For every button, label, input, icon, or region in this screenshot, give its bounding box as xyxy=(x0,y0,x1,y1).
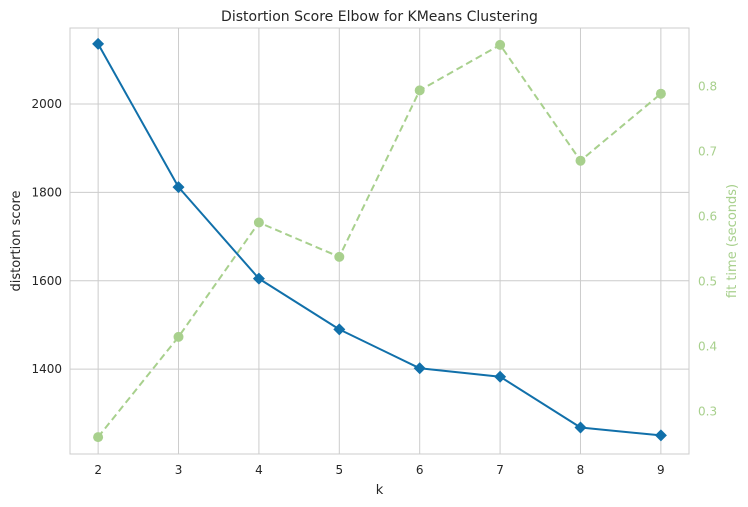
series-layer xyxy=(92,37,667,443)
plot-area xyxy=(69,27,690,455)
y-axis-title: distortion score xyxy=(9,191,24,292)
x-tick-label: 6 xyxy=(416,463,424,477)
y2-tick-label: 0.3 xyxy=(698,405,717,419)
distortion-point xyxy=(654,429,667,442)
distortion-point xyxy=(494,370,507,383)
distortion-point xyxy=(172,181,185,194)
fit-time-point xyxy=(93,432,104,443)
x-tick-label: 4 xyxy=(255,463,263,477)
distortion-point xyxy=(252,272,265,285)
fit-time-point xyxy=(253,217,264,228)
distortion-point xyxy=(574,421,587,434)
x-tick-label: 5 xyxy=(335,463,343,477)
y-tick-label: 1400 xyxy=(31,362,62,376)
x-tick-label: 3 xyxy=(175,463,183,477)
fit-time-point xyxy=(495,39,506,50)
fit-time-point xyxy=(334,251,345,262)
x-tick-label: 2 xyxy=(94,463,102,477)
fit-time-point xyxy=(655,88,666,99)
x-tick-label: 8 xyxy=(577,463,585,477)
y-tick-label: 2000 xyxy=(31,97,62,111)
distortion-point xyxy=(333,323,346,336)
x-axis-title: k xyxy=(376,483,384,498)
y2-tick-label: 0.7 xyxy=(698,145,717,159)
y-tick-label: 1600 xyxy=(31,274,62,288)
y2-tick-label: 0.6 xyxy=(698,210,717,224)
fit-time-point xyxy=(414,85,425,96)
fit-time-line xyxy=(97,43,662,438)
fit-time-point xyxy=(173,331,184,342)
distortion-point xyxy=(92,37,105,50)
distortion-line xyxy=(97,43,661,437)
fit-time-point xyxy=(575,155,586,166)
distortion-point xyxy=(413,362,426,375)
grid xyxy=(70,28,689,454)
y-tick-label: 1800 xyxy=(31,185,62,199)
x-tick-label: 9 xyxy=(657,463,665,477)
chart-title: Distortion Score Elbow for KMeans Cluste… xyxy=(221,9,538,25)
x-tick-label: 7 xyxy=(496,463,504,477)
y2-tick-label: 0.5 xyxy=(698,275,717,289)
y2-tick-label: 0.8 xyxy=(698,80,717,94)
y2-axis-title: fit time (seconds) xyxy=(725,184,740,298)
tick-labels: 2 3 4 5 6 7 8 9 1400 1600 1800 2000 0.3 0.4 0.5 0.6 0.7 0… xyxy=(31,80,717,477)
y2-tick-label: 0.4 xyxy=(698,340,717,354)
